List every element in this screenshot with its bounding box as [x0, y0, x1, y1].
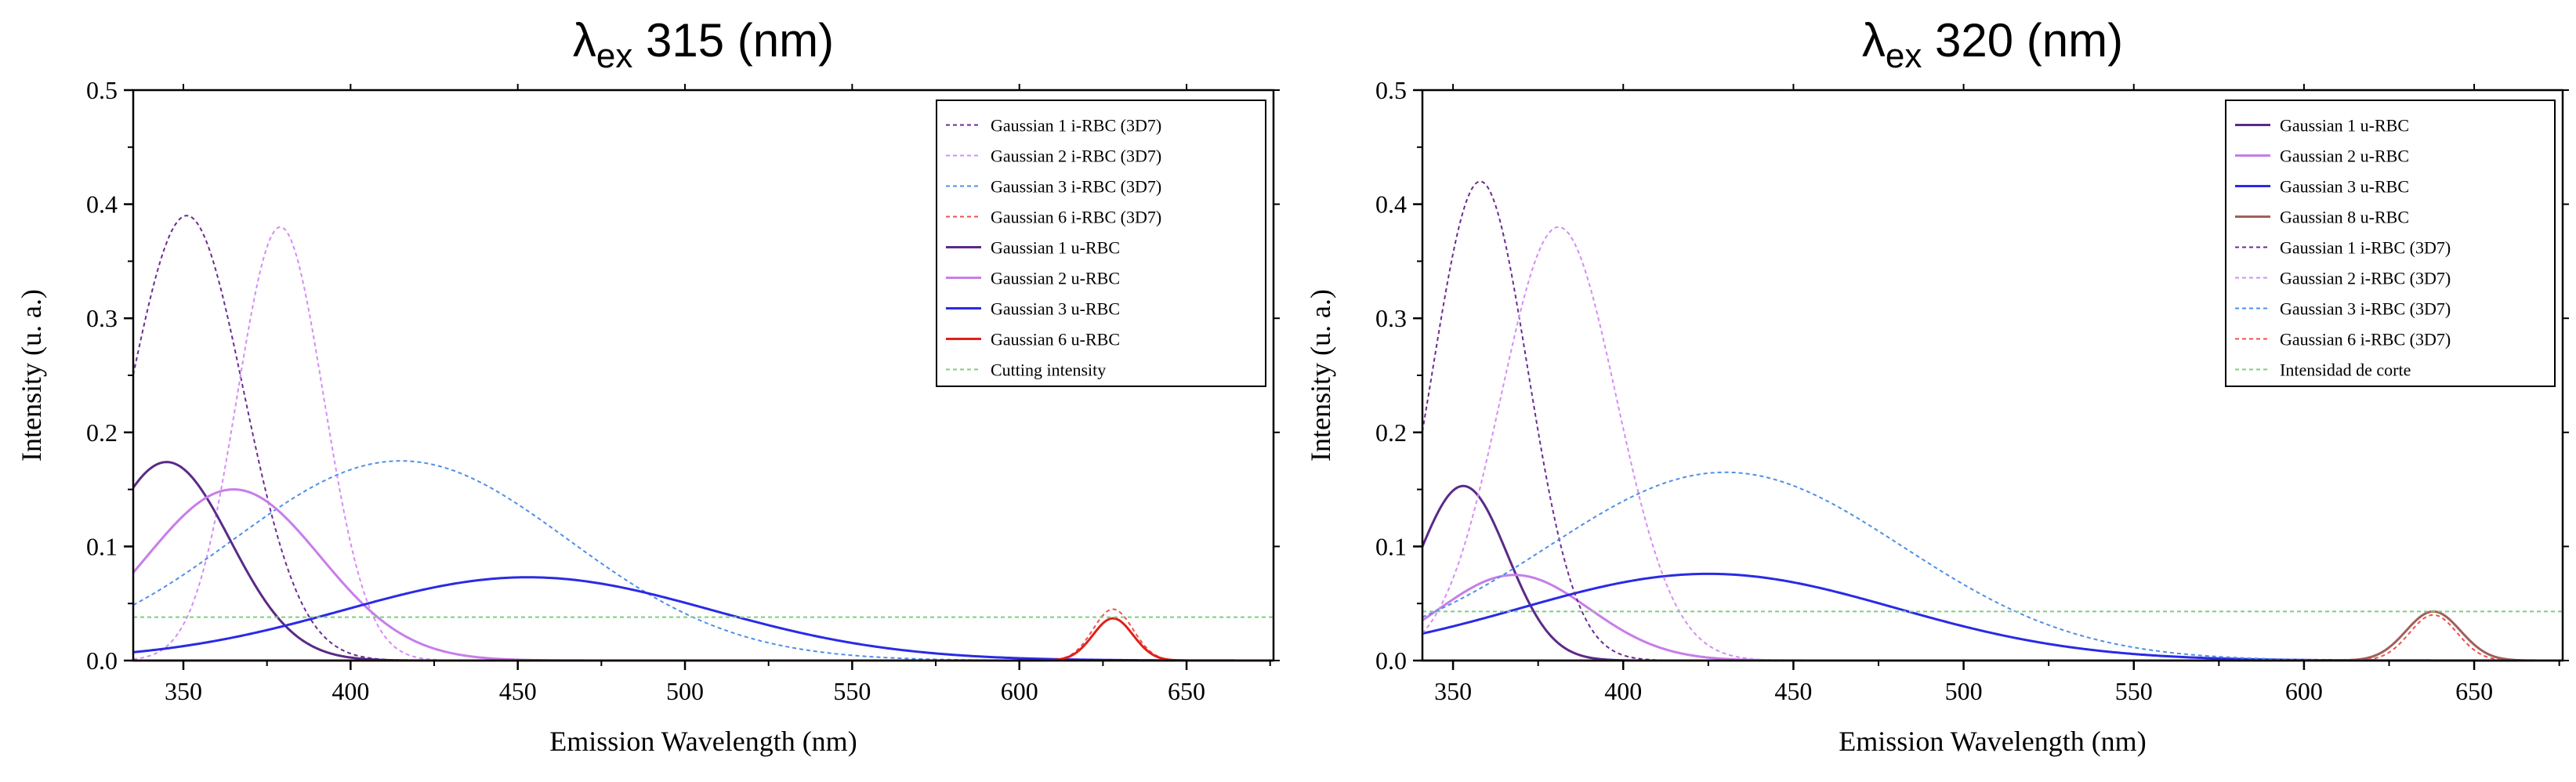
- series-line-0: [1421, 484, 2563, 662]
- y-axis-label: Intensity (u. a.): [1305, 289, 1336, 462]
- y-tick-label: 0.5: [86, 76, 118, 104]
- x-tick-label: 550: [2115, 677, 2153, 705]
- x-tick-label: 600: [2285, 677, 2323, 705]
- x-tick-label: 350: [1434, 677, 1472, 705]
- y-axis-label: Intensity (u. a.): [16, 289, 47, 462]
- x-tick-label: 400: [1604, 677, 1642, 705]
- legend-label: Gaussian 2 u-RBC: [2280, 147, 2409, 166]
- y-tick-label: 0.3: [86, 304, 118, 332]
- y-tick-label: 0.2: [1375, 418, 1407, 447]
- y-tick-label: 0.0: [86, 646, 118, 675]
- x-tick-label: 500: [666, 677, 704, 705]
- x-tick-label: 650: [2455, 677, 2493, 705]
- legend-label: Gaussian 2 u-RBC: [991, 269, 1120, 288]
- x-axis-label: Emission Wavelength (nm): [1839, 726, 2146, 757]
- legend-label: Intensidad de corte: [2280, 360, 2411, 380]
- legend-label: Gaussian 6 i-RBC (3D7): [2280, 330, 2451, 349]
- legend-label: Gaussian 3 i-RBC (3D7): [2280, 299, 2451, 319]
- x-tick-label: 650: [1168, 677, 1205, 705]
- legend-label: Gaussian 1 i-RBC (3D7): [991, 116, 1161, 136]
- y-tick-label: 0.2: [86, 418, 118, 447]
- x-tick-label: 600: [1001, 677, 1038, 705]
- legend-label: Gaussian 3 i-RBC (3D7): [991, 177, 1161, 197]
- chart-panel-ex320: λex 320 (nm) 350 400 450 500 550 600 650 0.0 0.1 0…: [1289, 0, 2574, 782]
- series-line-2: [132, 460, 1274, 661]
- legend-label: Gaussian 3 u-RBC: [991, 299, 1120, 319]
- legend-label: Gaussian 1 u-RBC: [991, 238, 1120, 258]
- series-line-6: [1422, 471, 2563, 661]
- series-line-7: [1422, 614, 2563, 661]
- legend-label: Gaussian 1 i-RBC (3D7): [2280, 238, 2451, 258]
- y-tick-label: 0.4: [86, 190, 118, 219]
- legend-box: [936, 100, 1266, 387]
- series-line-5: [132, 488, 1274, 662]
- chart-panel-ex315: λex 315 (nm) 350 400 450 500 550 600 650 0.0 0.1 0…: [0, 0, 1285, 782]
- chart-title: λex 320 (nm): [1862, 14, 2123, 75]
- x-tick-label: 500: [1945, 677, 1983, 705]
- x-tick-label: 350: [165, 677, 202, 705]
- series-line-3: [133, 608, 1274, 661]
- legend-label: Gaussian 6 i-RBC (3D7): [991, 208, 1161, 227]
- x-tick-label: 550: [833, 677, 871, 705]
- legend-label: Gaussian 8 u-RBC: [2280, 208, 2409, 227]
- chart-ex320: λex 320 (nm) 350 400 450 500 550 600 650 0.0 0.1 0…: [1305, 14, 2569, 757]
- x-tick-label: 400: [332, 677, 369, 705]
- y-tick-label: 0.5: [1375, 76, 1407, 104]
- legend-label: Cutting intensity: [991, 360, 1106, 380]
- series-line-7: [133, 617, 1274, 662]
- chart-ex315: λex 315 (nm) 350 400 450 500 550 600 650 0.0 0.1 0…: [16, 14, 1280, 757]
- y-tick-label: 0.1: [1375, 532, 1407, 560]
- y-tick-label: 0.3: [1375, 304, 1407, 332]
- x-tick-label: 450: [1774, 677, 1812, 705]
- series-line-3: [1422, 610, 2563, 662]
- chart-title: λex 315 (nm): [573, 14, 834, 75]
- y-tick-label: 0.1: [86, 532, 118, 560]
- legend-label: Gaussian 2 i-RBC (3D7): [2280, 269, 2451, 288]
- legend-label: Gaussian 3 u-RBC: [2280, 177, 2409, 197]
- y-tick-label: 0.4: [1375, 190, 1407, 219]
- series-line-6: [132, 576, 1274, 662]
- legend-label: Gaussian 6 u-RBC: [991, 330, 1120, 349]
- x-tick-label: 450: [499, 677, 537, 705]
- legend-label: Gaussian 1 u-RBC: [2280, 116, 2409, 136]
- series-line-2: [1422, 572, 2563, 662]
- legend-label: Gaussian 2 i-RBC (3D7): [991, 147, 1161, 166]
- x-axis-label: Emission Wavelength (nm): [549, 726, 857, 757]
- y-tick-label: 0.0: [1375, 646, 1407, 675]
- legend-box: [2225, 100, 2556, 387]
